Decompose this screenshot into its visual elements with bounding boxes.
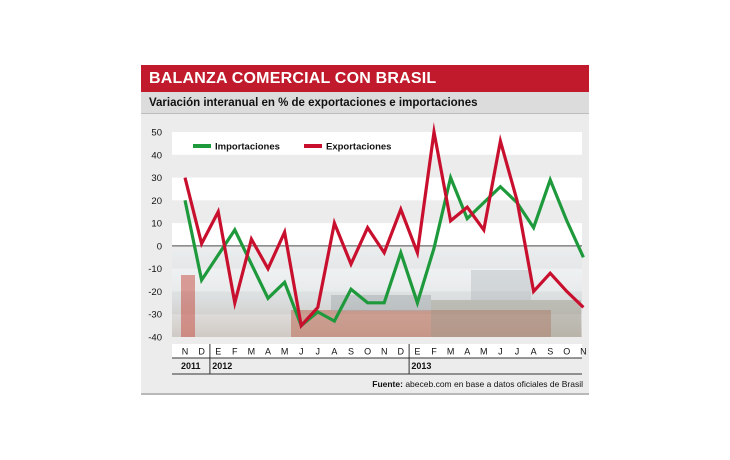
source-label: Fuente: — [372, 379, 403, 389]
x-tick-label: N — [381, 347, 388, 357]
x-tick-label: D — [198, 347, 205, 357]
y-tick-label: -20 — [148, 287, 162, 298]
chart-subtitle: Variación interanual en % de exportacion… — [141, 92, 589, 114]
year-label: 2013 — [411, 361, 431, 371]
legend-label-exportaciones: Exportaciones — [326, 142, 391, 153]
x-axis-month-row — [172, 344, 582, 358]
x-tick-label: M — [281, 347, 289, 357]
x-tick-label: E — [215, 347, 221, 357]
x-tick-label: A — [531, 347, 537, 357]
chart-title: BALANZA COMERCIAL CON BRASIL — [141, 65, 589, 92]
y-axis: 50 40 30 20 10 0 -10 -20 -30 -40 — [148, 128, 162, 344]
year-label: 2011 — [181, 361, 201, 371]
exportaciones-line — [183, 122, 585, 330]
y-tick-label: 40 — [151, 150, 162, 161]
x-tick-label: A — [265, 347, 271, 357]
grid-band — [172, 132, 582, 155]
y-tick-label: 10 — [151, 219, 162, 230]
x-tick-label: F — [431, 347, 437, 357]
chart-card: BALANZA COMERCIAL CON BRASIL Variación i… — [141, 65, 589, 395]
grid-band — [172, 223, 582, 246]
x-tick-label: A — [331, 347, 337, 357]
x-tick-label: O — [563, 347, 570, 357]
port-photo-backdrop — [172, 250, 582, 337]
y-tick-label: -10 — [148, 264, 162, 275]
y-tick-label: 0 — [157, 241, 162, 252]
x-tick-label: J — [515, 347, 520, 357]
x-tick-label: F — [232, 347, 238, 357]
x-tick-label: N — [182, 347, 189, 357]
legend-label-importaciones: Importaciones — [215, 142, 280, 153]
x-tick-label: J — [299, 347, 304, 357]
x-tick-label: S — [547, 347, 553, 357]
year-label: 2012 — [212, 361, 232, 371]
x-tick-label: D — [398, 347, 405, 357]
source-text: abeceb.com en base a datos oficiales de … — [405, 379, 583, 389]
grid-band — [172, 177, 582, 201]
y-tick-label: -30 — [148, 310, 162, 321]
legend: Importaciones Exportaciones — [193, 142, 391, 153]
source-note: Fuente: abeceb.com en base a datos ofici… — [372, 379, 583, 389]
x-tick-label: E — [414, 347, 420, 357]
x-tick-label: A — [464, 347, 470, 357]
x-tick-label: J — [316, 347, 321, 357]
line-chart: 50 40 30 20 10 0 -10 -20 -30 -40 Importaciones Ex… — [148, 122, 587, 375]
x-tick-label: M — [447, 347, 455, 357]
x-tick-label: M — [480, 347, 488, 357]
series-lines — [183, 122, 585, 330]
y-tick-label: 50 — [151, 128, 162, 139]
x-tick-label: N — [580, 347, 587, 357]
y-tick-label: 30 — [151, 173, 162, 184]
x-tick-label: J — [498, 347, 503, 357]
x-tick-label: O — [364, 347, 371, 357]
y-tick-label: 20 — [151, 196, 162, 207]
x-tick-label: S — [348, 347, 354, 357]
y-tick-label: -40 — [148, 333, 162, 344]
x-tick-label: M — [248, 347, 256, 357]
